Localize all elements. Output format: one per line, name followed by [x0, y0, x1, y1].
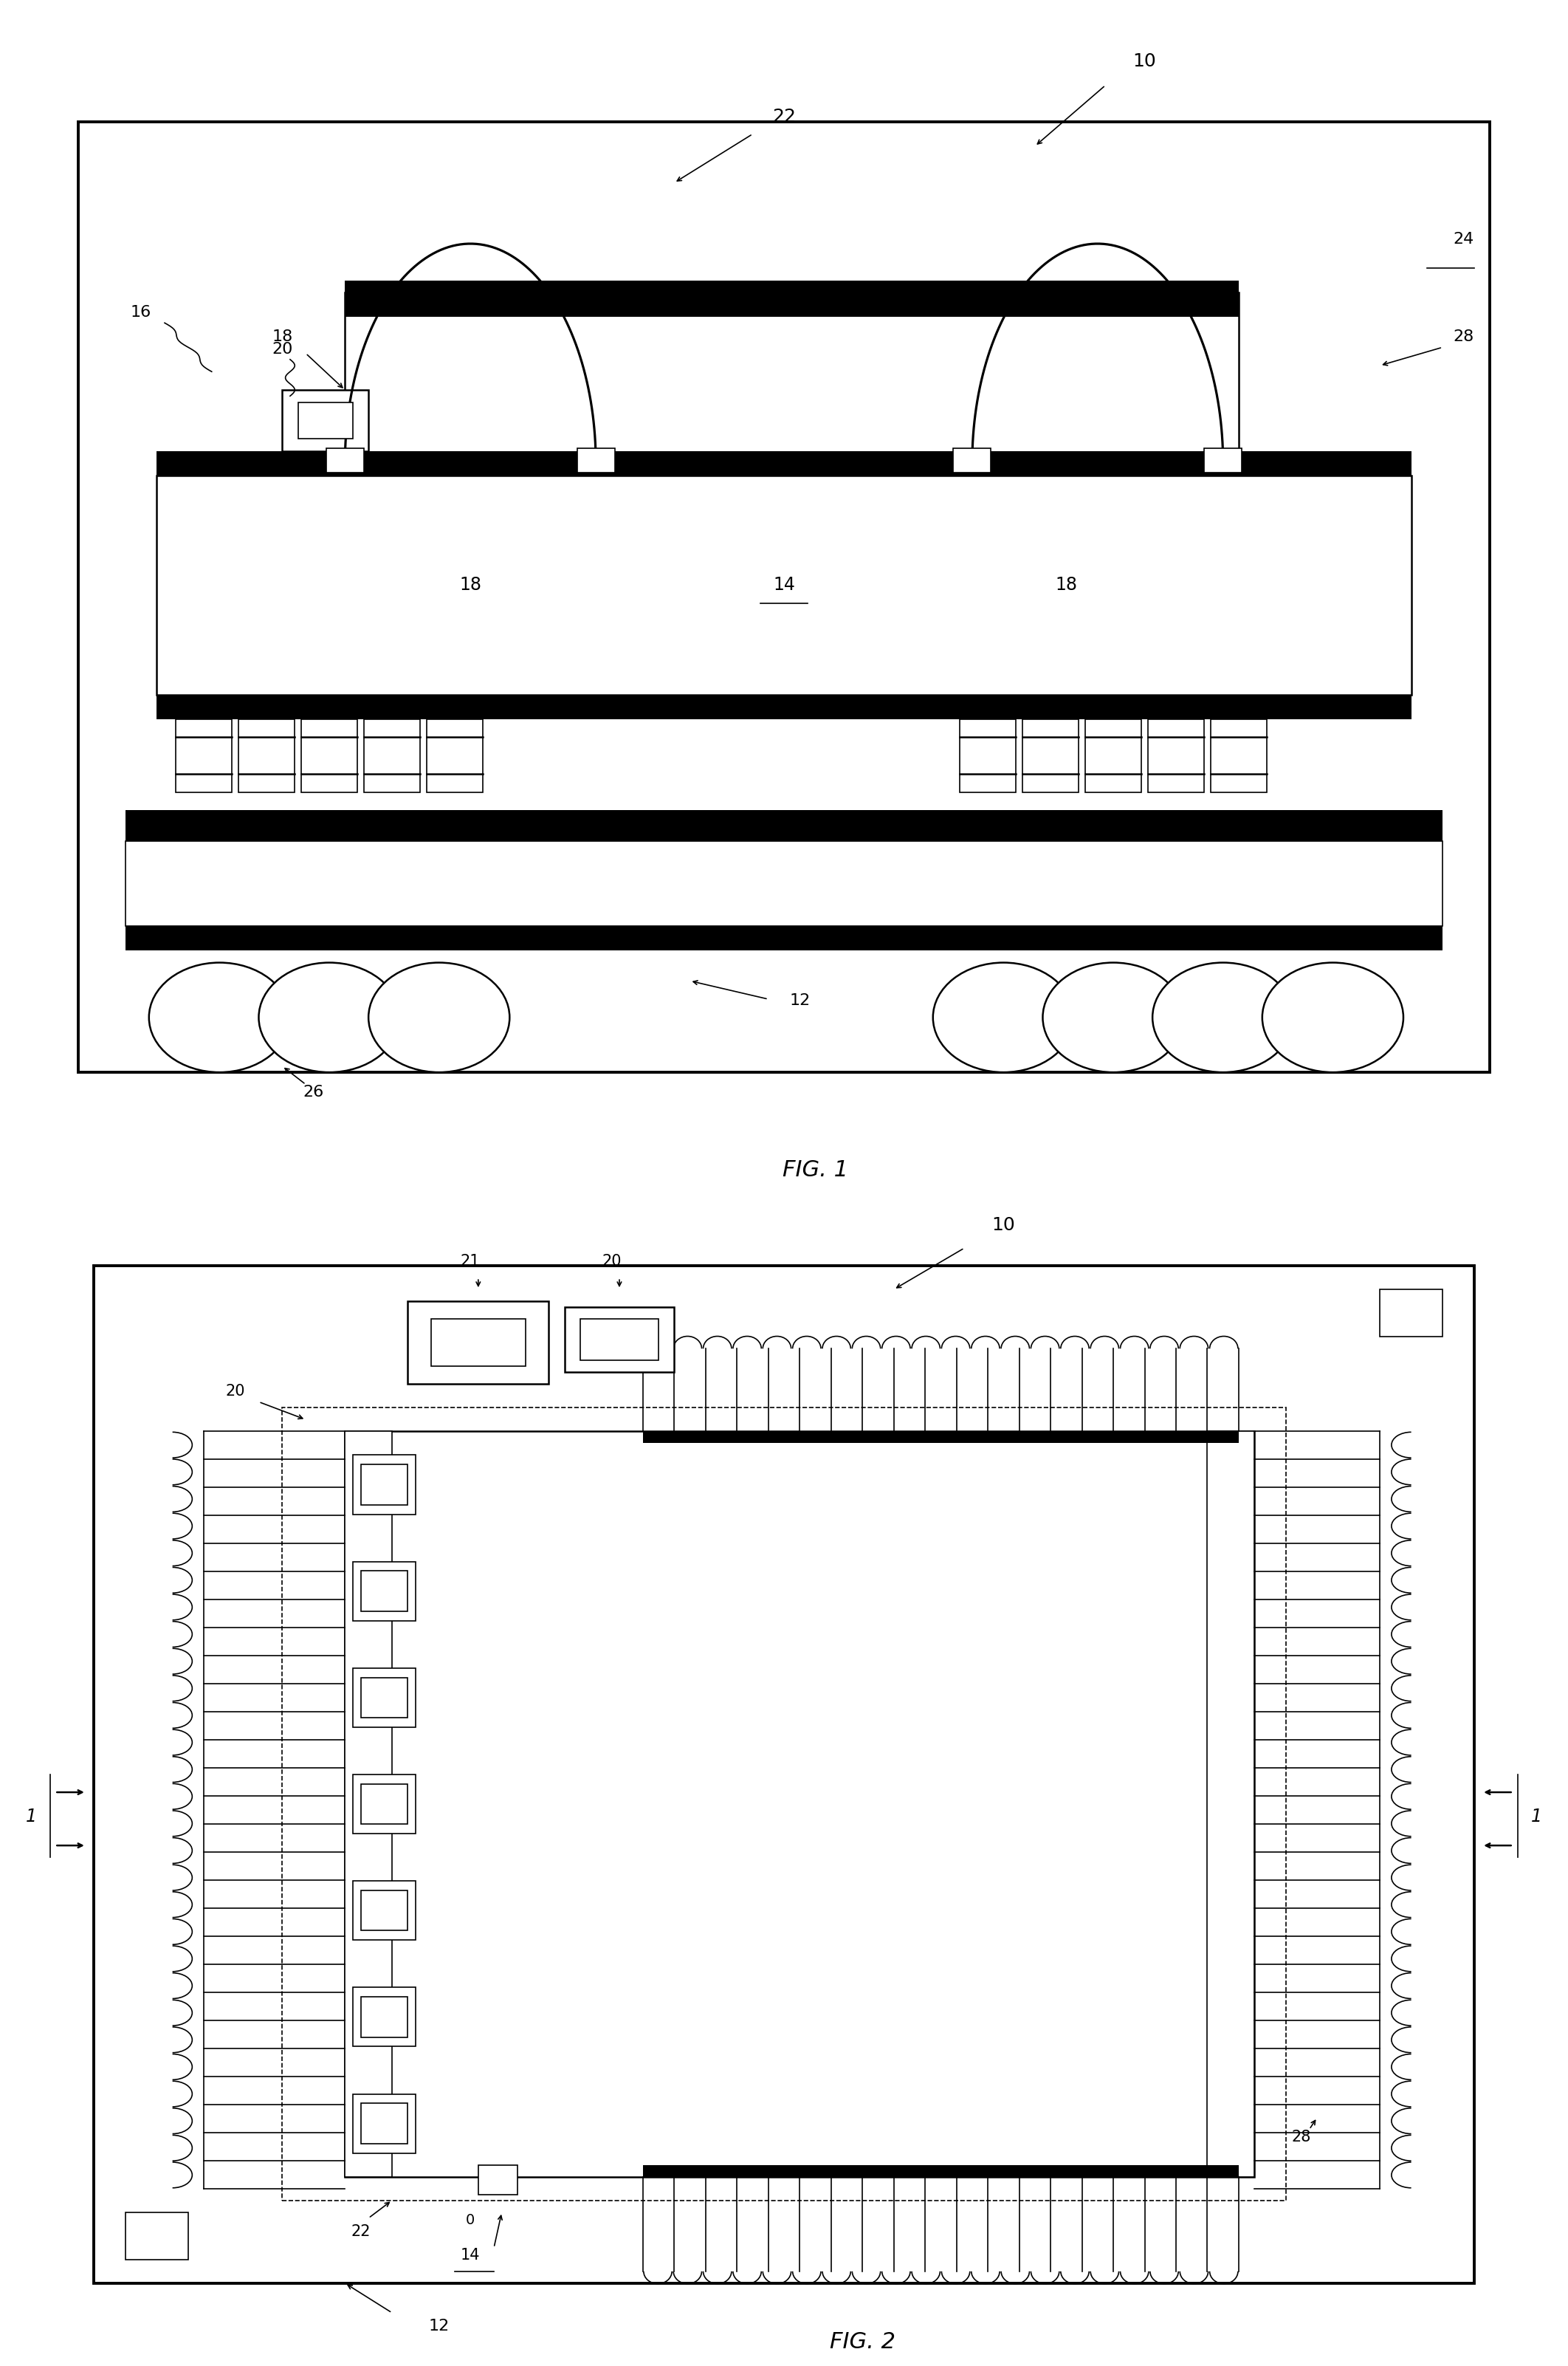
Circle shape	[933, 963, 1074, 1072]
Text: 20: 20	[226, 1384, 245, 1398]
Bar	[345, 279, 1239, 317]
Bar	[301, 719, 358, 793]
Text: 14: 14	[461, 2248, 480, 2262]
Text: 1: 1	[25, 1808, 38, 1827]
Text: 24: 24	[1454, 232, 1474, 246]
Text: 28: 28	[1454, 329, 1474, 343]
Bar	[580, 1320, 659, 1360]
Bar	[478, 2165, 517, 2196]
Text: 10: 10	[993, 1216, 1014, 1235]
Bar	[353, 1987, 416, 2047]
Bar	[125, 840, 1443, 925]
Bar	[361, 1890, 408, 1931]
Bar	[94, 1266, 1474, 2283]
Circle shape	[1152, 963, 1294, 1072]
Bar	[157, 452, 1411, 476]
Circle shape	[1043, 963, 1184, 1072]
Bar	[353, 1774, 416, 1834]
Bar	[345, 1431, 1254, 2177]
Bar	[1210, 719, 1267, 793]
Bar	[1148, 719, 1204, 793]
Bar	[361, 1571, 408, 1611]
Bar	[564, 1306, 674, 1372]
Text: 22: 22	[351, 2224, 370, 2238]
Circle shape	[368, 963, 510, 1072]
Text: 1: 1	[1530, 1808, 1543, 1827]
Text: 21: 21	[461, 1254, 480, 1268]
Circle shape	[149, 963, 290, 1072]
Bar	[298, 402, 353, 438]
Bar	[1204, 450, 1242, 473]
Bar	[1022, 719, 1079, 793]
Bar	[326, 450, 364, 473]
Bar	[361, 1465, 408, 1505]
Bar	[125, 2212, 188, 2260]
Bar	[345, 293, 1239, 464]
Bar	[431, 1320, 525, 1365]
Text: 0: 0	[466, 2212, 475, 2226]
Bar	[125, 809, 1443, 840]
Bar	[960, 719, 1016, 793]
Bar	[125, 925, 1443, 951]
Bar	[364, 719, 420, 793]
Bar	[176, 719, 232, 793]
Text: 28: 28	[1292, 2129, 1311, 2144]
Bar	[282, 1408, 1286, 2200]
Text: FIG. 2: FIG. 2	[829, 2331, 895, 2354]
Bar	[1207, 1431, 1254, 2177]
Text: 20: 20	[271, 341, 293, 357]
Bar	[1380, 1289, 1443, 1337]
Bar	[953, 450, 991, 473]
Bar	[353, 1562, 416, 1621]
Bar	[282, 390, 368, 452]
Text: 12: 12	[789, 994, 811, 1008]
Text: 12: 12	[428, 2319, 450, 2333]
Text: 18: 18	[1055, 575, 1077, 594]
Text: FIG. 1: FIG. 1	[782, 1159, 848, 1181]
Bar	[345, 1431, 392, 2177]
Bar	[238, 719, 295, 793]
Bar	[353, 1455, 416, 1514]
Bar	[353, 2094, 416, 2153]
Bar	[361, 1997, 408, 2037]
Text: 10: 10	[1134, 52, 1156, 69]
Text: 16: 16	[130, 305, 152, 319]
Bar	[353, 1668, 416, 1727]
Bar	[577, 450, 615, 473]
Bar	[353, 1881, 416, 1940]
Circle shape	[1262, 963, 1403, 1072]
Bar	[78, 123, 1490, 1072]
Text: 18: 18	[271, 329, 293, 343]
Text: 26: 26	[303, 1086, 325, 1100]
Bar	[157, 696, 1411, 719]
Bar	[361, 1784, 408, 1824]
Bar	[408, 1301, 549, 1384]
Bar	[643, 2165, 1239, 2177]
Text: 14: 14	[773, 575, 795, 594]
Bar	[157, 476, 1411, 696]
Text: 18: 18	[459, 575, 481, 594]
Text: 20: 20	[602, 1254, 621, 1268]
Bar	[426, 719, 483, 793]
Circle shape	[259, 963, 400, 1072]
Bar	[361, 2103, 408, 2144]
Text: 22: 22	[771, 109, 797, 125]
Bar	[1085, 719, 1142, 793]
Bar	[643, 1431, 1239, 1443]
Bar	[361, 1677, 408, 1718]
